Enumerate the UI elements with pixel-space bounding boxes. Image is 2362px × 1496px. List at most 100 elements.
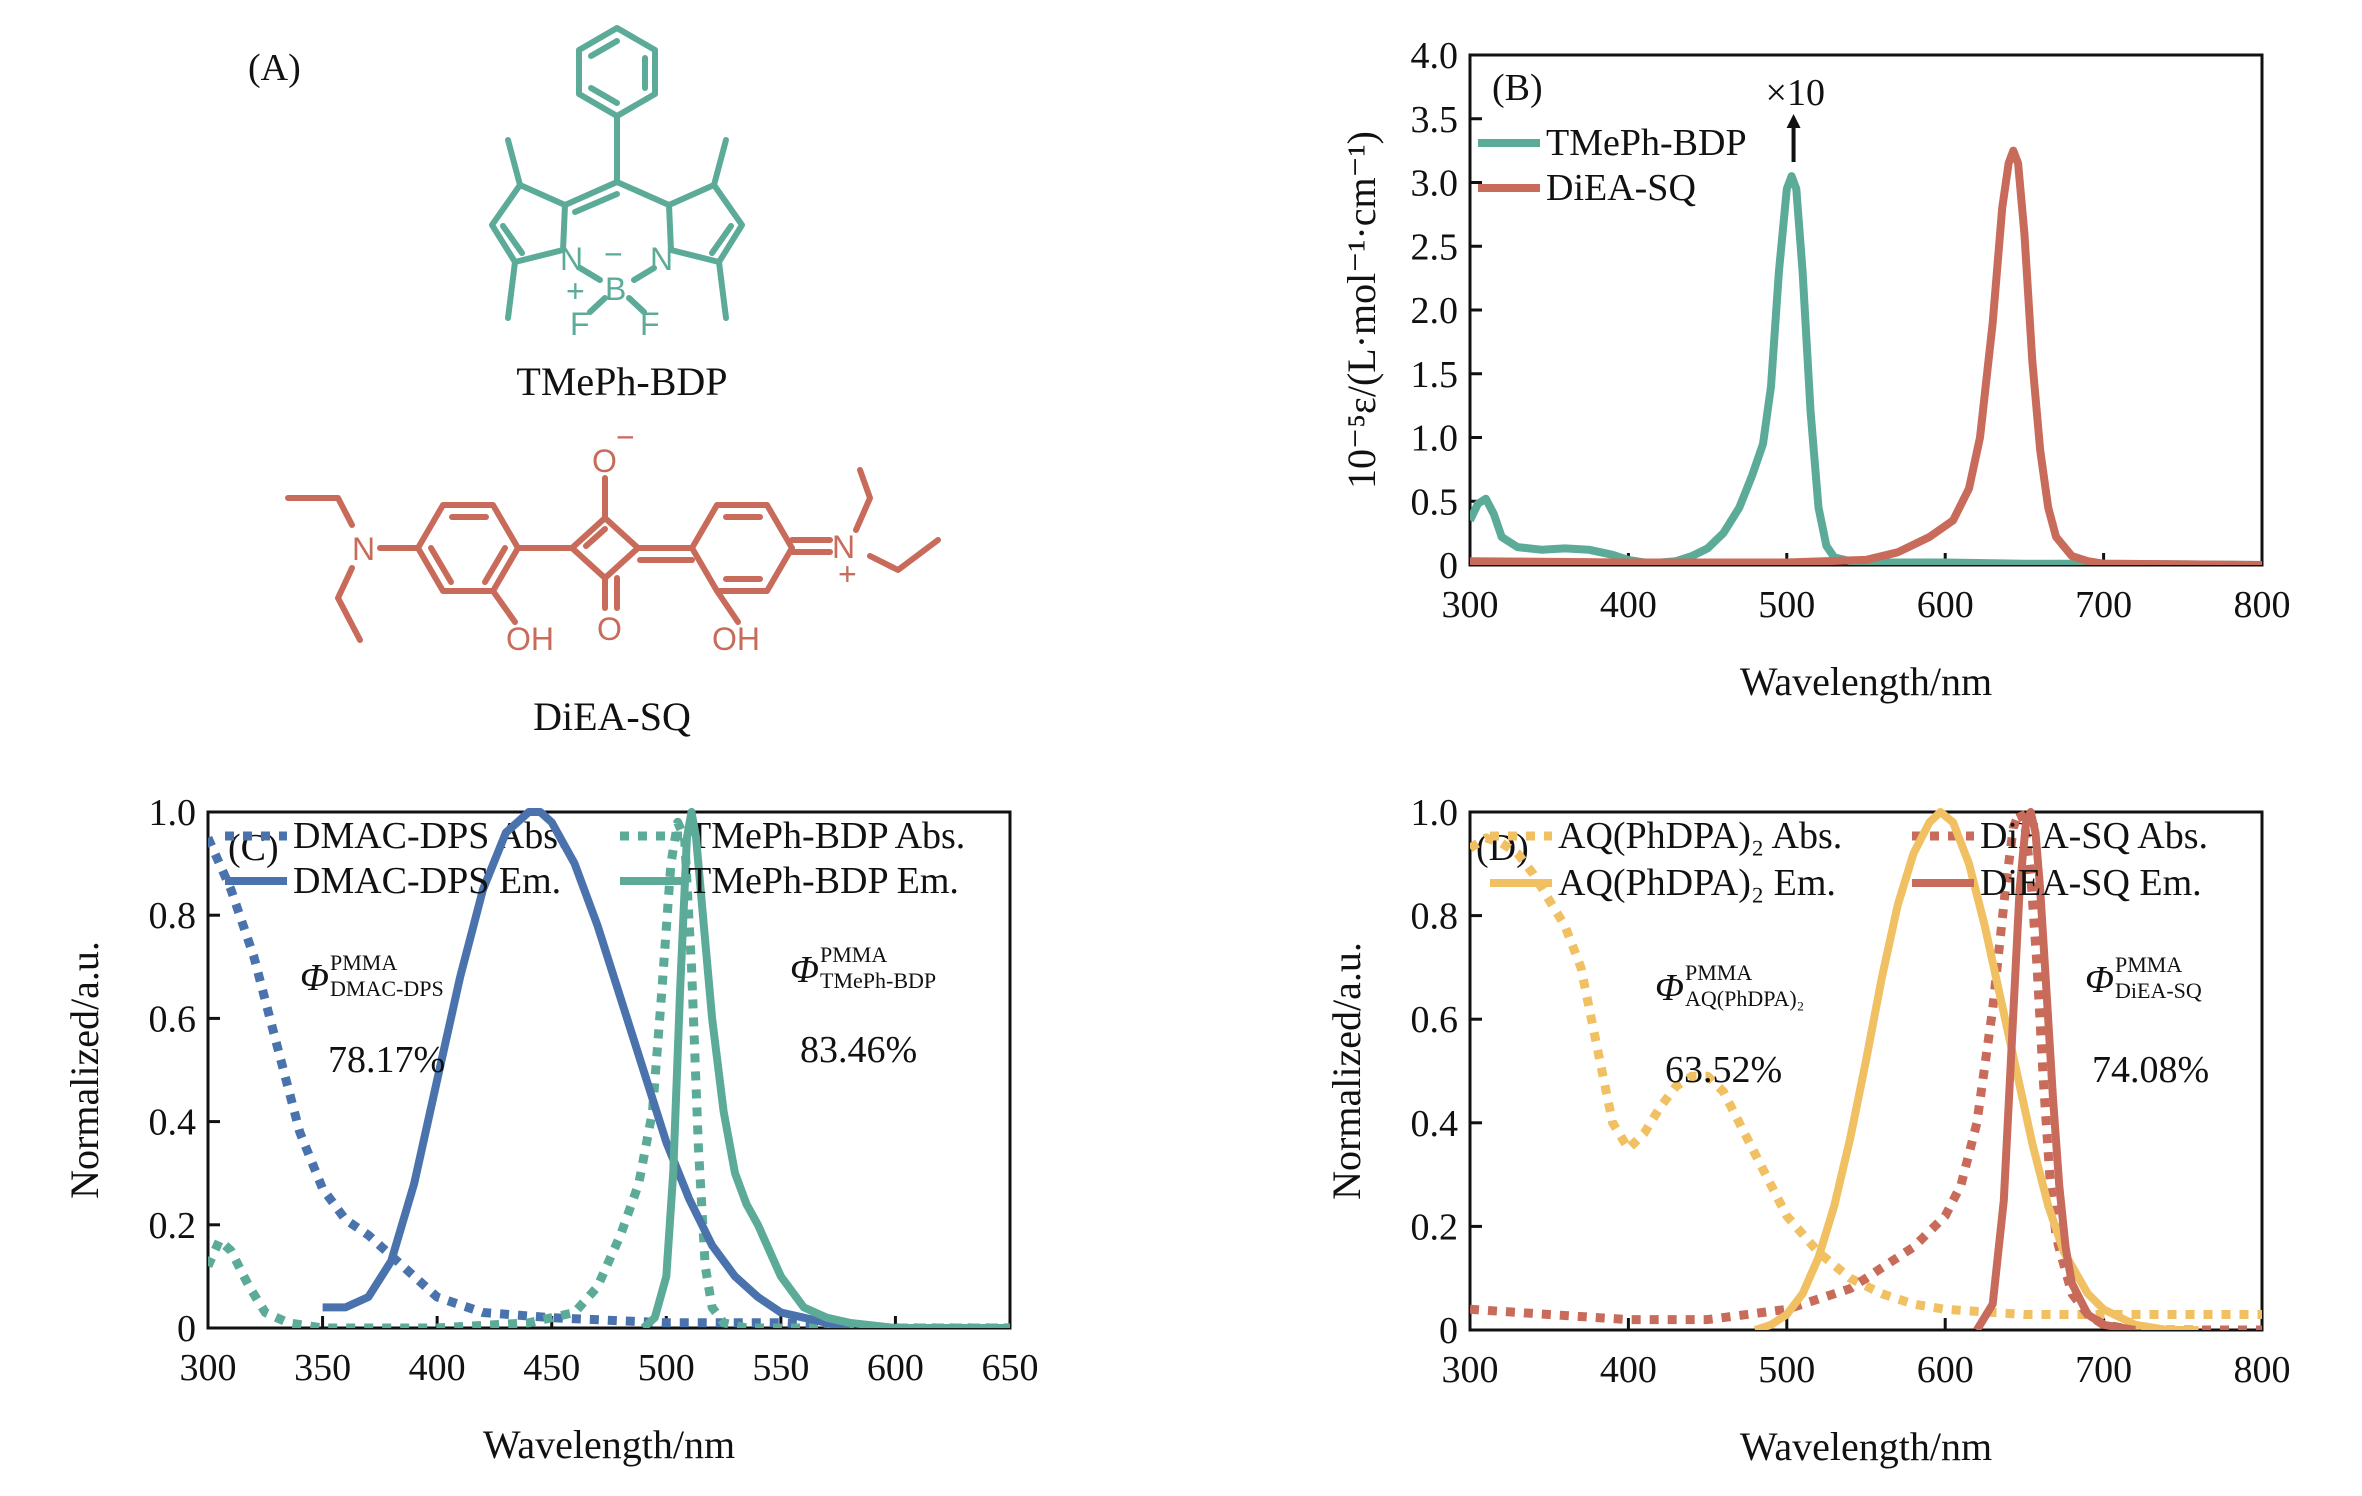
phi-symbol: Φ (1655, 967, 1684, 1009)
y-tick-label: 0.8 (149, 895, 197, 937)
series-line-tmeph-bdp-em (640, 808, 1010, 1328)
panel-letter: (C) (228, 827, 279, 869)
left-ethyl-1 (285, 495, 355, 528)
y-tick-label: 4.0 (1411, 35, 1459, 77)
x-axis-label: Wavelength/nm (1740, 659, 1992, 704)
legend-label-diea-sq-abs: DiEA-SQ Abs. (1980, 815, 2208, 857)
squaraine-double (583, 526, 608, 549)
y-tick-label: 0.2 (1411, 1206, 1459, 1248)
series-line-dmac-dps-abs (208, 835, 1010, 1328)
quantum-yield-value: 78.17% (328, 1039, 445, 1081)
phi-symbol: Φ (2085, 959, 2114, 1001)
y-tick-label: 0.5 (1411, 481, 1459, 523)
atom-n-right: N (832, 529, 855, 565)
series-line-aq-phdpa-em (1753, 808, 2199, 1330)
y-tick-label: 1.0 (149, 792, 197, 834)
atom-n-left: N (352, 531, 375, 567)
phi-subscript: DMAC-DPS (330, 976, 444, 1001)
x-tick-label: 600 (1917, 1349, 1974, 1391)
b-f-bond-right (626, 295, 647, 315)
atom-f-left: F (570, 306, 590, 342)
right-pyrrole (666, 182, 745, 265)
diea-sq-structure (285, 467, 941, 643)
legend-label-dmac-dps-em: DMAC-DPS Em. (293, 860, 561, 902)
left-oh-bond (490, 588, 518, 625)
x-tick-label: 400 (409, 1347, 466, 1389)
left-methyl-bottom (505, 259, 518, 321)
panel-a-letter: (A) (248, 47, 301, 89)
phi-symbol: Φ (790, 949, 819, 991)
right-pyrrole-double (709, 223, 734, 256)
left-benzene-double (482, 545, 508, 585)
x-tick-label: 500 (1758, 584, 1815, 626)
y-axis-label: Normalized/a.u. (62, 941, 107, 1199)
atom-b: B (605, 271, 626, 307)
panel-letter: (B) (1492, 67, 1543, 109)
y-tick-label: 0.6 (149, 998, 197, 1040)
phenyl-double-bond (588, 85, 620, 106)
y-axis-label: 10⁻⁵ε/(L·mol⁻¹·cm⁻¹) (1339, 131, 1384, 489)
tmeph-bdp-structure (489, 25, 745, 321)
quantum-yield-value: 83.46% (800, 1029, 917, 1071)
series-line-diea-sq (1470, 146, 2262, 565)
panel-a: (A) (248, 25, 941, 739)
x-tick-label: 450 (523, 1347, 580, 1389)
y-tick-label: 0 (1439, 545, 1458, 587)
y-tick-label: 1.5 (1411, 354, 1459, 396)
core-double-bond (572, 191, 620, 215)
atom-n-left: N (560, 241, 583, 277)
series-line-tmeph-bdp (1470, 172, 2262, 565)
atom-o-top: O (592, 443, 617, 479)
y-tick-label: 3.0 (1411, 163, 1459, 205)
y-tick-label: 2.5 (1411, 226, 1459, 268)
legend-label-tmeph-bdp-abs: TMePh-BDP Abs. (688, 815, 965, 857)
y-tick-label: 2.0 (1411, 290, 1459, 332)
x-tick-label: 300 (1442, 1349, 1499, 1391)
core-ring-right (614, 179, 674, 253)
x-tick-label: 700 (2075, 1349, 2132, 1391)
x-tick-label: 550 (752, 1347, 809, 1389)
x-tick-label: 800 (2234, 584, 2291, 626)
legend-label-tmeph-bdp: TMePh-BDP (1546, 122, 1747, 164)
legend-label-diea-sq-em: DiEA-SQ Em. (1980, 862, 2202, 904)
legend-label-aq-phdpa-em: AQ(PhDPA)₂ Em. (1558, 862, 1836, 904)
right-methyl-bottom (716, 259, 729, 321)
chart-panel-c: 300 350 400 450 500 550 600 650 0 0.2 0.4 0.6 0.8 1.0… (62, 792, 1039, 1467)
scale-annotation: ×10 (1766, 72, 1825, 114)
b-f-bond-left (587, 295, 608, 315)
x-tick-label: 650 (982, 1347, 1039, 1389)
x-tick-label: 600 (867, 1347, 924, 1389)
phi-subscript: DiEA-SQ (2115, 978, 2202, 1003)
left-methyl-top (505, 137, 523, 188)
atom-o-bottom: O (597, 611, 622, 647)
y-tick-label: 0.8 (1411, 896, 1459, 938)
y-tick-label: 0.6 (1411, 999, 1459, 1041)
y-tick-label: 0.4 (149, 1102, 197, 1144)
x-tick-label: 500 (638, 1347, 695, 1389)
phi-superscript: PMMA (330, 950, 397, 975)
phi-subscript: AQ(PhDPA)₂ (1685, 986, 1804, 1011)
right-methyl-top (711, 137, 729, 188)
phi-subscript: TMePh-BDP (820, 968, 936, 993)
charge-plus: + (566, 273, 585, 309)
x-tick-label: 700 (2075, 584, 2132, 626)
right-ethyl-2 (867, 537, 941, 573)
atom-oh-right: OH (712, 621, 760, 657)
chart-panel-b: 300 400 500 600 700 800 0 0.5 1.0 1.5 2.0 2.5 3.0 3.5… (1339, 35, 2291, 704)
series-line-dmac-dps-em (322, 808, 851, 1328)
plot-frame (206, 810, 1012, 1330)
phi-superscript: PMMA (1685, 960, 1752, 985)
y-tick-label: 1.0 (1411, 792, 1459, 834)
phenyl-double-bond (588, 38, 620, 59)
plot-frame (1468, 810, 2264, 1332)
x-tick-label: 300 (1442, 584, 1499, 626)
left-pyrrole-double (500, 223, 525, 256)
x-tick-label: 800 (2234, 1349, 2291, 1391)
y-tick-label: 0.4 (1411, 1103, 1459, 1145)
y-axis-label: Normalized/a.u. (1324, 942, 1369, 1200)
scale-arrowhead (1786, 114, 1801, 128)
